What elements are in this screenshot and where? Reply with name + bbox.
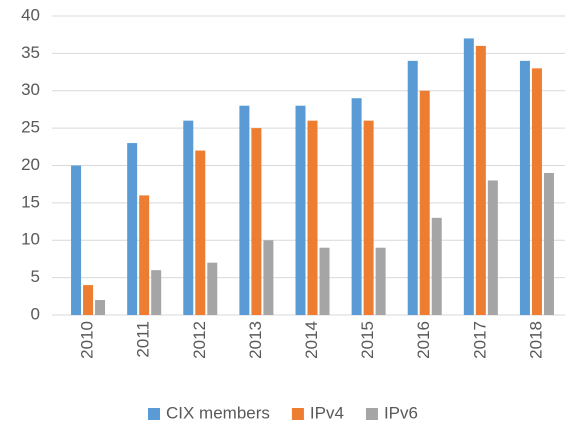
y-tick-label: 25 <box>21 118 40 137</box>
bar <box>195 150 206 315</box>
legend-swatch <box>365 408 378 420</box>
bar <box>407 60 418 315</box>
bar <box>307 120 318 316</box>
y-tick-label: 20 <box>21 155 40 174</box>
bar <box>71 165 82 315</box>
y-tick-label: 10 <box>21 230 40 249</box>
bar <box>139 195 150 315</box>
bar <box>431 217 442 315</box>
legend-label: IPv6 <box>384 403 418 422</box>
bar <box>263 240 274 315</box>
bar <box>151 270 162 315</box>
bar <box>239 105 250 315</box>
y-tick-label: 5 <box>31 267 40 286</box>
bar <box>363 120 374 316</box>
x-tick-label: 2011 <box>134 321 153 358</box>
y-tick-label: 40 <box>21 5 40 24</box>
bar <box>463 38 474 316</box>
x-tick-label: 2017 <box>470 321 489 359</box>
y-tick-label: 15 <box>21 192 40 211</box>
bar <box>531 68 542 315</box>
bar <box>251 128 262 315</box>
bar <box>127 143 138 315</box>
bar <box>95 300 106 315</box>
legend-swatch <box>291 408 304 420</box>
x-tick-label: 2014 <box>302 321 321 359</box>
x-tick-label: 2010 <box>78 321 97 359</box>
bar <box>487 180 498 315</box>
bar <box>319 247 330 315</box>
bar <box>183 120 194 316</box>
bar <box>475 45 486 316</box>
bar <box>419 90 430 315</box>
y-tick-label: 30 <box>21 80 40 99</box>
x-tick-label: 2015 <box>358 321 377 359</box>
legend-label: IPv4 <box>310 403 344 422</box>
bar <box>83 285 94 315</box>
y-tick-label: 0 <box>31 304 40 323</box>
bar <box>295 105 306 315</box>
x-tick-label: 2016 <box>414 321 433 359</box>
bar <box>519 60 530 315</box>
bar <box>375 247 386 315</box>
bar <box>351 98 362 315</box>
x-tick-label: 2013 <box>246 321 265 359</box>
x-tick-label: 2018 <box>526 321 545 359</box>
legend-label: CIX members <box>166 403 270 422</box>
y-tick-label: 35 <box>21 43 40 62</box>
x-tick-label: 2012 <box>190 321 209 359</box>
legend-swatch <box>148 408 160 420</box>
bar <box>543 172 554 315</box>
bar <box>207 262 218 315</box>
